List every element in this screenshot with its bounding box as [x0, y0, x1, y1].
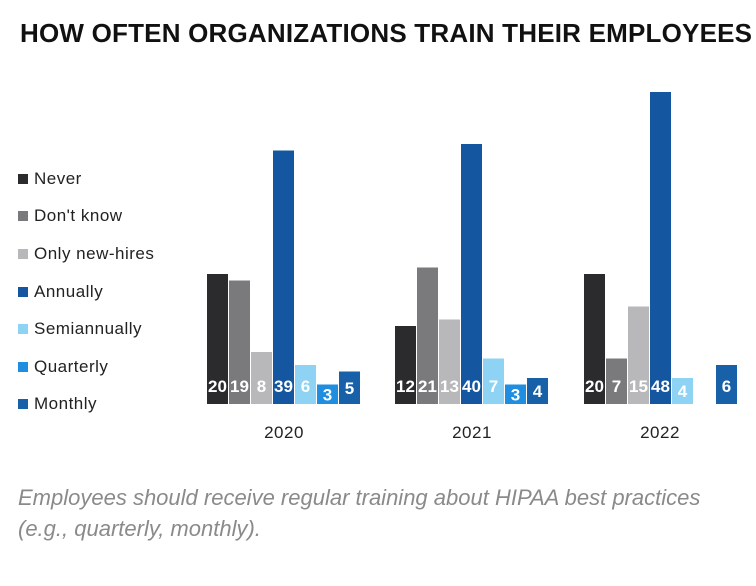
- data-label-2020-semiannually: 6: [301, 377, 310, 396]
- legend-swatch-annually: [18, 286, 28, 297]
- bar-2021-don-t-know: [417, 267, 438, 404]
- data-label-2021-quarterly: 3: [511, 385, 520, 404]
- legend-item-dont-know: Don't know: [18, 198, 154, 236]
- legend-swatch-never: [18, 173, 28, 184]
- bar-2020-don-t-know: [229, 280, 250, 404]
- bar-2020-never: [207, 274, 228, 404]
- bar-2021-annually: [461, 144, 482, 404]
- bar-2020-semiannually: [295, 365, 316, 404]
- data-label-2022-don-t-know: 7: [612, 377, 621, 396]
- legend-label-never: Never: [34, 168, 82, 188]
- legend-swatch-only-new-hires: [18, 248, 28, 259]
- legend-label-only-new-hires: Only new-hires: [34, 243, 155, 263]
- bar-2022-don-t-know: [606, 358, 627, 404]
- x-tick-label-2022: 2022: [640, 423, 680, 442]
- bar-2020-annually: [273, 150, 294, 404]
- chart-title: HOW OFTEN ORGANIZATIONS TRAIN THEIR EMPL…: [20, 18, 753, 48]
- data-label-2020-annually: 39: [274, 377, 293, 396]
- chart-caption: Employees should receive regular trainin…: [18, 485, 701, 541]
- legend-label-semiannually: Semiannually: [34, 319, 143, 339]
- bar-2021-never: [395, 326, 416, 404]
- legend-item-annually: Annually: [18, 273, 154, 311]
- data-label-2022-never: 20: [585, 377, 604, 396]
- data-label-2020-don-t-know: 19: [230, 377, 249, 396]
- bar-2020-monthly: [339, 371, 360, 404]
- legend-item-monthly: Monthly: [18, 386, 154, 424]
- data-label-2021-monthly: 4: [533, 382, 543, 401]
- legend-item-semiannually: Semiannually: [18, 310, 154, 348]
- bar-2021-monthly: [527, 378, 548, 404]
- legend: Never Don't know Only new-hires Annually…: [18, 160, 154, 423]
- legend-label-monthly: Monthly: [34, 394, 98, 414]
- data-label-2020-quarterly: 3: [323, 385, 332, 404]
- bar-2021-only-new-hires: [439, 319, 460, 404]
- x-tick-label-2020: 2020: [264, 423, 304, 442]
- data-label-2021-semiannually: 7: [489, 377, 498, 396]
- bar-2020-only-new-hires: [251, 352, 272, 404]
- legend-swatch-monthly: [18, 399, 28, 410]
- data-label-2022-only-new-hires: 15: [629, 377, 648, 396]
- bar-2022-monthly: [716, 365, 737, 404]
- bar-2022-never: [584, 274, 605, 404]
- data-label-2022-monthly: 6: [722, 377, 731, 396]
- data-label-2020-only-new-hires: 8: [257, 377, 266, 396]
- legend-swatch-quarterly: [18, 361, 28, 372]
- bar-2021-semiannually: [483, 358, 504, 404]
- data-label-2020-monthly: 5: [345, 379, 354, 398]
- legend-label-quarterly: Quarterly: [34, 356, 109, 376]
- data-label-2021-annually: 40: [462, 377, 481, 396]
- legend-label-annually: Annually: [34, 281, 104, 301]
- data-label-2021-only-new-hires: 13: [440, 377, 459, 396]
- bar-2022-only-new-hires: [628, 306, 649, 404]
- data-label-2022-semiannually: 4: [678, 382, 688, 401]
- x-tick-label-2021: 2021: [452, 423, 492, 442]
- bar-2022-semiannually: [672, 378, 693, 404]
- data-label-2022-annually: 48: [651, 377, 670, 396]
- data-label-2021-never: 12: [396, 377, 415, 396]
- legend-label-dont-know: Don't know: [34, 206, 123, 226]
- bar-2021-quarterly: [505, 384, 526, 404]
- data-label-2020-never: 20: [208, 377, 227, 396]
- legend-item-only-new-hires: Only new-hires: [18, 235, 154, 273]
- legend-item-never: Never: [18, 160, 154, 198]
- bar-2020-quarterly: [317, 384, 338, 404]
- data-label-2021-don-t-know: 21: [418, 377, 437, 396]
- legend-item-quarterly: Quarterly: [18, 348, 154, 386]
- legend-swatch-dont-know: [18, 211, 28, 222]
- bar-2022-annually: [650, 92, 671, 404]
- legend-swatch-semiannually: [18, 324, 28, 335]
